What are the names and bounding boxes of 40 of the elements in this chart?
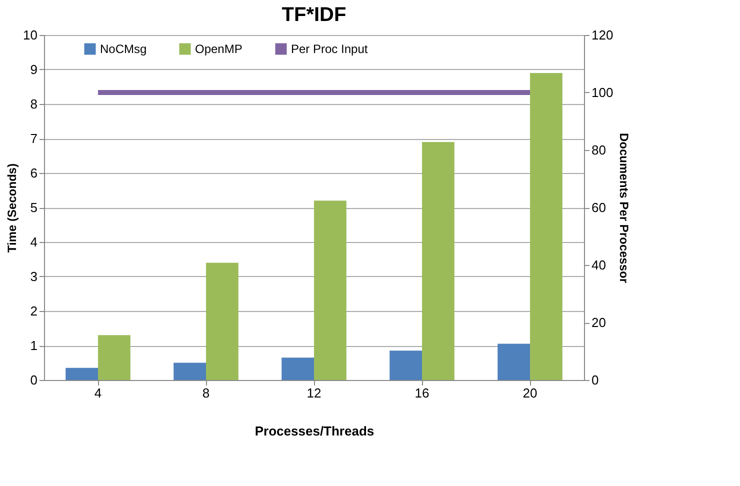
y-tick-label: 0 <box>30 372 38 388</box>
bar <box>530 72 562 380</box>
legend-label: NoCMsg <box>100 42 147 56</box>
y-tick-label: 7 <box>30 131 38 146</box>
bar <box>98 335 130 380</box>
y2-tick-label: 60 <box>592 200 606 215</box>
x-tick-label: 8 <box>202 386 210 400</box>
bar <box>66 368 98 380</box>
x-axis-title: Processes/Threads <box>254 424 374 438</box>
bar <box>422 142 454 380</box>
y-axis-title: Time (Seconds) <box>5 163 20 253</box>
bar <box>498 344 530 380</box>
x-tick-label: 16 <box>414 386 430 400</box>
y2-axis-title: Documents Per Processor <box>617 132 632 284</box>
y-tick-label: 10 <box>23 28 38 42</box>
chart-title: TF*IDF <box>282 4 346 26</box>
y2-tick-label: 80 <box>592 142 606 158</box>
y-tick-label: 4 <box>30 234 38 250</box>
x-tick-label: 12 <box>306 386 322 400</box>
legend-label: Per Proc Input <box>291 42 368 56</box>
bar <box>174 362 206 380</box>
y2-tick-label: 20 <box>592 315 606 330</box>
y2-tick-label: 120 <box>592 28 614 42</box>
bar <box>314 200 346 380</box>
y2-tick-label: 40 <box>592 258 606 272</box>
y-tick-label: 2 <box>30 304 38 318</box>
bar <box>390 350 422 380</box>
y-tick-label: 5 <box>30 200 38 215</box>
y-tick-label: 8 <box>30 96 38 112</box>
y-tick-label: 1 <box>30 338 38 353</box>
legend-label: OpenMP <box>195 42 242 56</box>
bar <box>282 358 314 380</box>
y2-tick-label: 100 <box>592 85 614 100</box>
y2-tick-label: 0 <box>592 372 599 388</box>
y-tick-label: 9 <box>30 62 38 77</box>
x-tick-label: 4 <box>94 386 102 400</box>
y-tick-label: 6 <box>30 166 38 180</box>
y-tick-label: 3 <box>30 269 38 284</box>
x-tick-label: 20 <box>522 386 538 400</box>
bar <box>206 262 238 380</box>
